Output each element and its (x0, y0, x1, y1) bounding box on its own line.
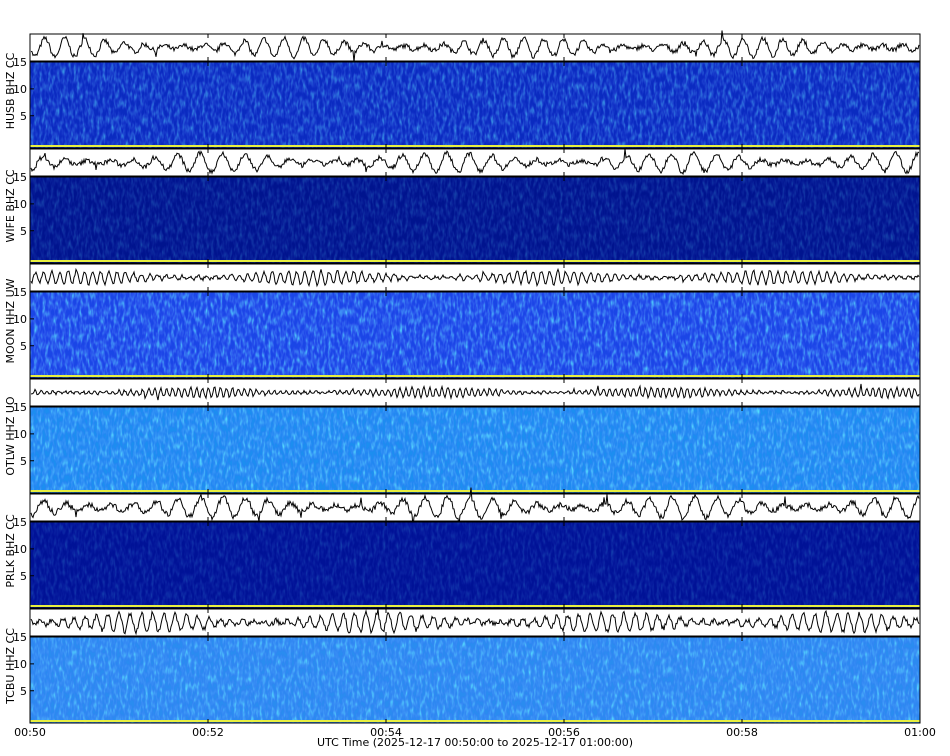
y-tick-label: 10 (13, 543, 27, 556)
spectrogram-low-band (30, 145, 920, 147)
station-label: TCBU HHZ CC (4, 628, 17, 705)
spectrogram-box (29, 176, 921, 264)
y-tick-label: 5 (20, 340, 27, 353)
spectrogram-low-band (30, 490, 920, 492)
y-tick-label: 15 (13, 171, 27, 184)
y-tick-label: 10 (13, 83, 27, 96)
spectrogram-noise (30, 292, 920, 378)
waveform (30, 608, 920, 636)
y-tick-label: 5 (20, 225, 27, 238)
waveform (31, 383, 920, 401)
waveform (30, 148, 920, 176)
spectrogram-noise (30, 407, 920, 493)
spectrogram-low-band (30, 720, 920, 722)
spectrogram-low-band (30, 375, 920, 377)
spectrogram-box (29, 291, 921, 379)
spectrogram-box (29, 61, 921, 149)
y-tick-label: 5 (20, 685, 27, 698)
y-tick-label: 15 (13, 401, 27, 414)
spectrogram-noise (30, 637, 920, 723)
spectrogram-box (29, 406, 921, 494)
y-tick-label: 15 (13, 516, 27, 529)
spectrogram-low-band (30, 260, 920, 262)
station-label: MOON HHZ UW (4, 278, 17, 363)
spectrogram-noise (30, 177, 920, 263)
station-label: HUSB BHZ CC (4, 52, 17, 129)
y-tick-label: 5 (20, 570, 27, 583)
y-tick-label: 15 (13, 286, 27, 299)
y-tick-label: 5 (20, 455, 27, 468)
waveform (30, 487, 920, 527)
waveform (30, 267, 920, 288)
spectrogram-noise (30, 62, 920, 148)
waveform (30, 30, 920, 63)
station-label: OTLW HHZ UO (4, 396, 17, 475)
spectrogram-low-band (30, 605, 920, 607)
waveform-box (29, 493, 921, 522)
y-tick-label: 10 (13, 313, 27, 326)
spectrogram-box (29, 521, 921, 609)
x-tick-label: 00:52 (192, 726, 224, 739)
x-tick-label: 00:56 (548, 726, 580, 739)
x-tick-label: 00:50 (14, 726, 46, 739)
x-tick-label: 00:54 (370, 726, 402, 739)
y-tick-label: 15 (13, 631, 27, 644)
y-tick-label: 5 (20, 110, 27, 123)
y-tick-label: 15 (13, 56, 27, 69)
x-tick-label: 00:58 (726, 726, 758, 739)
y-tick-label: 10 (13, 198, 27, 211)
spectrogram-noise (30, 522, 920, 608)
station-label: WIFE BHZ CC (4, 169, 17, 242)
station-label: PRLK BHZ CC (4, 514, 17, 588)
spectrogram-box (29, 636, 921, 724)
y-tick-label: 10 (13, 658, 27, 671)
x-axis-label: UTC Time (2025-12-17 00:50:00 to 2025-12… (317, 736, 633, 749)
x-tick-label: 01:00 (904, 726, 936, 739)
y-tick-label: 10 (13, 428, 27, 441)
waveform-box (29, 378, 921, 407)
